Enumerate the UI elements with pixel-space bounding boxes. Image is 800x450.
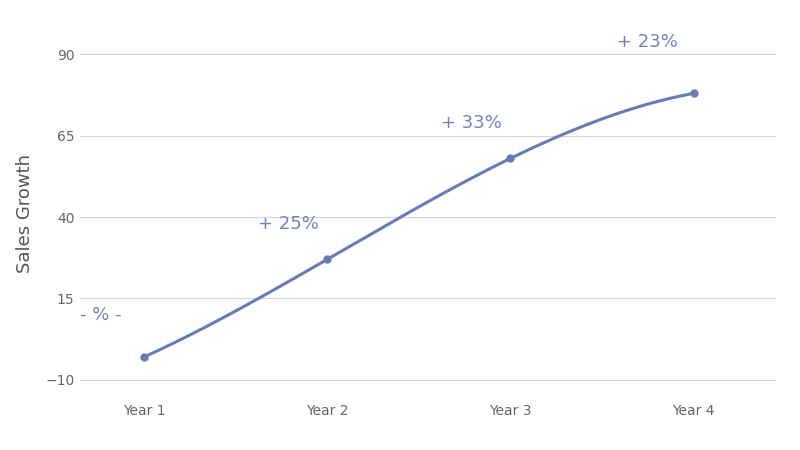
Y-axis label: Sales Growth: Sales Growth [16,154,34,273]
Text: + 25%: + 25% [258,215,318,233]
Text: + 33%: + 33% [441,114,502,132]
Text: - % -: - % - [80,306,122,324]
Text: + 23%: + 23% [617,33,678,51]
